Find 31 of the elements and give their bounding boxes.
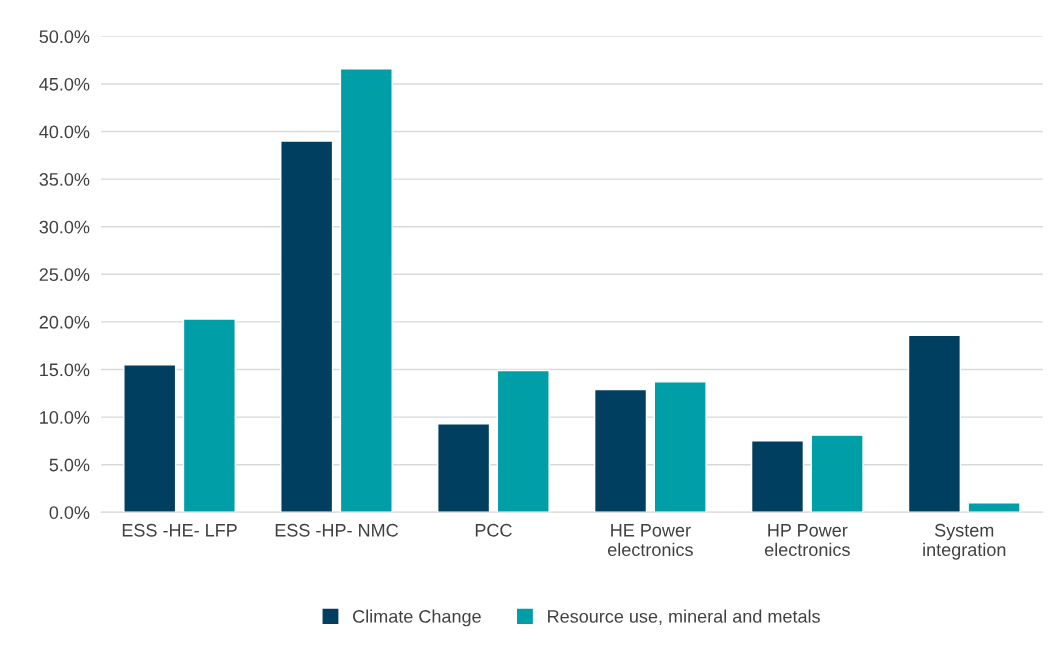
bar: [182, 318, 236, 513]
bar: [810, 434, 864, 513]
y-tick-label: 35.0%: [39, 173, 90, 186]
bar: [750, 440, 805, 513]
legend-label: Resource use, mineral and metals: [548, 609, 820, 625]
x-tick-label: PCC: [475, 523, 512, 537]
y-tick-label: 40.0%: [39, 125, 90, 139]
bar: [593, 388, 648, 513]
y-tick-label: 15.0%: [40, 363, 90, 377]
bar: [967, 502, 1021, 513]
x-tick-label: HP Power electronics: [764, 524, 850, 557]
y-tick-label: 20.0%: [39, 315, 90, 329]
bar: [653, 381, 707, 513]
x-tick-label: HE Power electronics: [607, 524, 693, 557]
x-tick-label: System integration: [923, 523, 1006, 560]
bar: [496, 369, 550, 513]
bar: [339, 68, 393, 513]
x-tick-label: ESS -HE- LFP: [122, 523, 237, 537]
bar: [907, 334, 962, 513]
bar: [437, 423, 491, 513]
y-tick-label: 0.0%: [49, 506, 90, 519]
y-tick-label: 50.0%: [39, 30, 90, 44]
y-tick-label: 30.0%: [39, 220, 90, 234]
y-tick-label: 45.0%: [39, 77, 90, 91]
y-tick-label: 25.0%: [39, 268, 90, 282]
y-tick-label: 5.0%: [49, 458, 90, 472]
legend-label: Climate Change: [353, 609, 481, 627]
bar: [280, 140, 334, 513]
bar: [123, 364, 177, 513]
x-tick-label: ESS -HP- NMC: [275, 523, 398, 537]
y-tick-label: 10.0%: [40, 411, 90, 424]
